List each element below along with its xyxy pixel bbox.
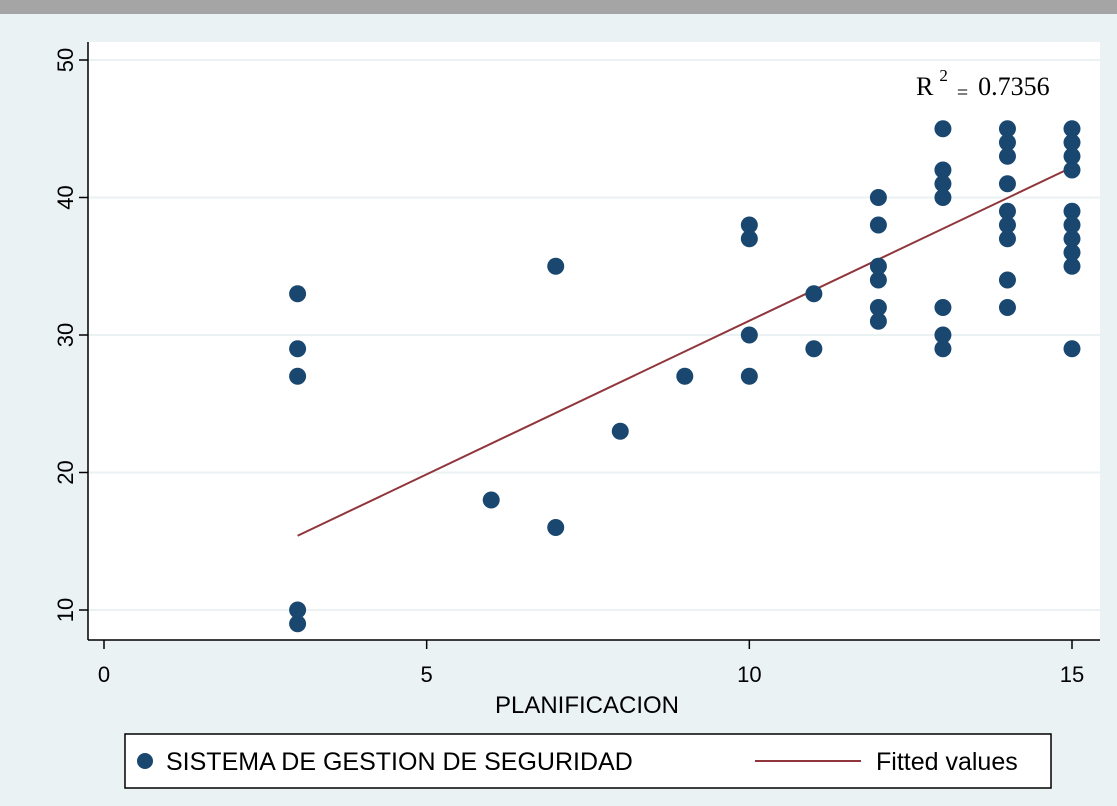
window-top-bar (0, 0, 1117, 14)
data-point-6 (547, 257, 565, 275)
data-point-21 (869, 312, 887, 330)
r-squared-sup: 2 (939, 66, 948, 85)
data-point-12 (740, 326, 758, 344)
plot-area (88, 42, 1100, 640)
data-point-37 (998, 299, 1016, 316)
data-point-0 (289, 285, 307, 303)
data-point-38 (1063, 120, 1081, 138)
x-tick-label-5: 5 (421, 662, 433, 687)
fitted-values-line (297, 166, 1073, 537)
data-point-2 (289, 367, 307, 385)
ticks: 10 20 30 40 50 0 5 10 15 (53, 48, 1084, 687)
legend-marker-scatter (137, 753, 153, 769)
data-point-36 (998, 271, 1016, 289)
data-point-20 (869, 299, 887, 316)
data-point-45 (1063, 244, 1081, 261)
x-tick-label-0: 0 (98, 662, 110, 687)
y-tick-label-40: 40 (53, 185, 78, 209)
data-point-18 (869, 257, 887, 275)
y-tick-label-20: 20 (53, 460, 78, 484)
data-point-30 (998, 134, 1016, 151)
r-squared-equals: = (957, 82, 968, 104)
data-point-16 (869, 189, 887, 206)
data-point-43 (1063, 216, 1081, 234)
data-point-3 (289, 601, 307, 619)
data-point-29 (998, 120, 1016, 138)
data-point-5 (482, 491, 500, 509)
data-point-25 (934, 189, 952, 206)
data-point-39 (1063, 134, 1081, 151)
r-squared-value: 0.7356 (978, 72, 1050, 101)
y-tick-label-10: 10 (53, 598, 78, 622)
legend: SISTEMA DE GESTION DE SEGURIDAD Fitted v… (124, 733, 1052, 789)
data-point-24 (934, 175, 952, 193)
data-point-10 (740, 216, 758, 234)
axes (87, 42, 1100, 641)
data-point-17 (869, 216, 887, 234)
scatter-points (289, 120, 1081, 633)
data-point-8 (611, 422, 629, 440)
data-point-15 (805, 340, 823, 358)
data-point-14 (805, 285, 823, 303)
fitted-line-layer (297, 166, 1073, 537)
x-tick-label-15: 15 (1060, 662, 1084, 687)
data-point-32 (998, 175, 1016, 193)
data-point-47 (1063, 340, 1081, 358)
data-point-28 (934, 340, 952, 358)
data-point-35 (998, 230, 1016, 248)
data-point-1 (289, 340, 307, 358)
data-point-41 (1063, 161, 1081, 179)
data-point-11 (740, 230, 758, 248)
data-point-26 (934, 299, 952, 316)
data-point-23 (934, 161, 952, 179)
data-point-7 (547, 519, 565, 536)
data-point-22 (934, 120, 952, 138)
data-point-42 (1063, 202, 1081, 220)
grid-lines (88, 59, 1100, 611)
data-point-27 (934, 326, 952, 344)
legend-label-fitted: Fitted values (876, 748, 1018, 776)
data-point-34 (998, 216, 1016, 234)
legend-label-scatter: SISTEMA DE GESTION DE SEGURIDAD (166, 748, 633, 776)
y-tick-label-50: 50 (53, 48, 78, 72)
x-axis-title: PLANIFICACION (495, 692, 679, 719)
y-tick-label-30: 30 (53, 323, 78, 347)
x-tick-label-10: 10 (737, 662, 761, 687)
data-point-31 (998, 147, 1016, 165)
data-point-40 (1063, 147, 1081, 165)
legend-box (124, 733, 1052, 789)
data-point-4 (289, 615, 307, 633)
data-point-9 (676, 367, 694, 385)
data-point-19 (869, 271, 887, 289)
r-squared-r: R (916, 72, 934, 101)
data-point-33 (998, 202, 1016, 220)
data-point-44 (1063, 230, 1081, 248)
r-squared-annotation: R 2 = 0.7356 (916, 66, 1050, 104)
data-point-13 (740, 367, 758, 385)
data-point-46 (1063, 257, 1081, 275)
